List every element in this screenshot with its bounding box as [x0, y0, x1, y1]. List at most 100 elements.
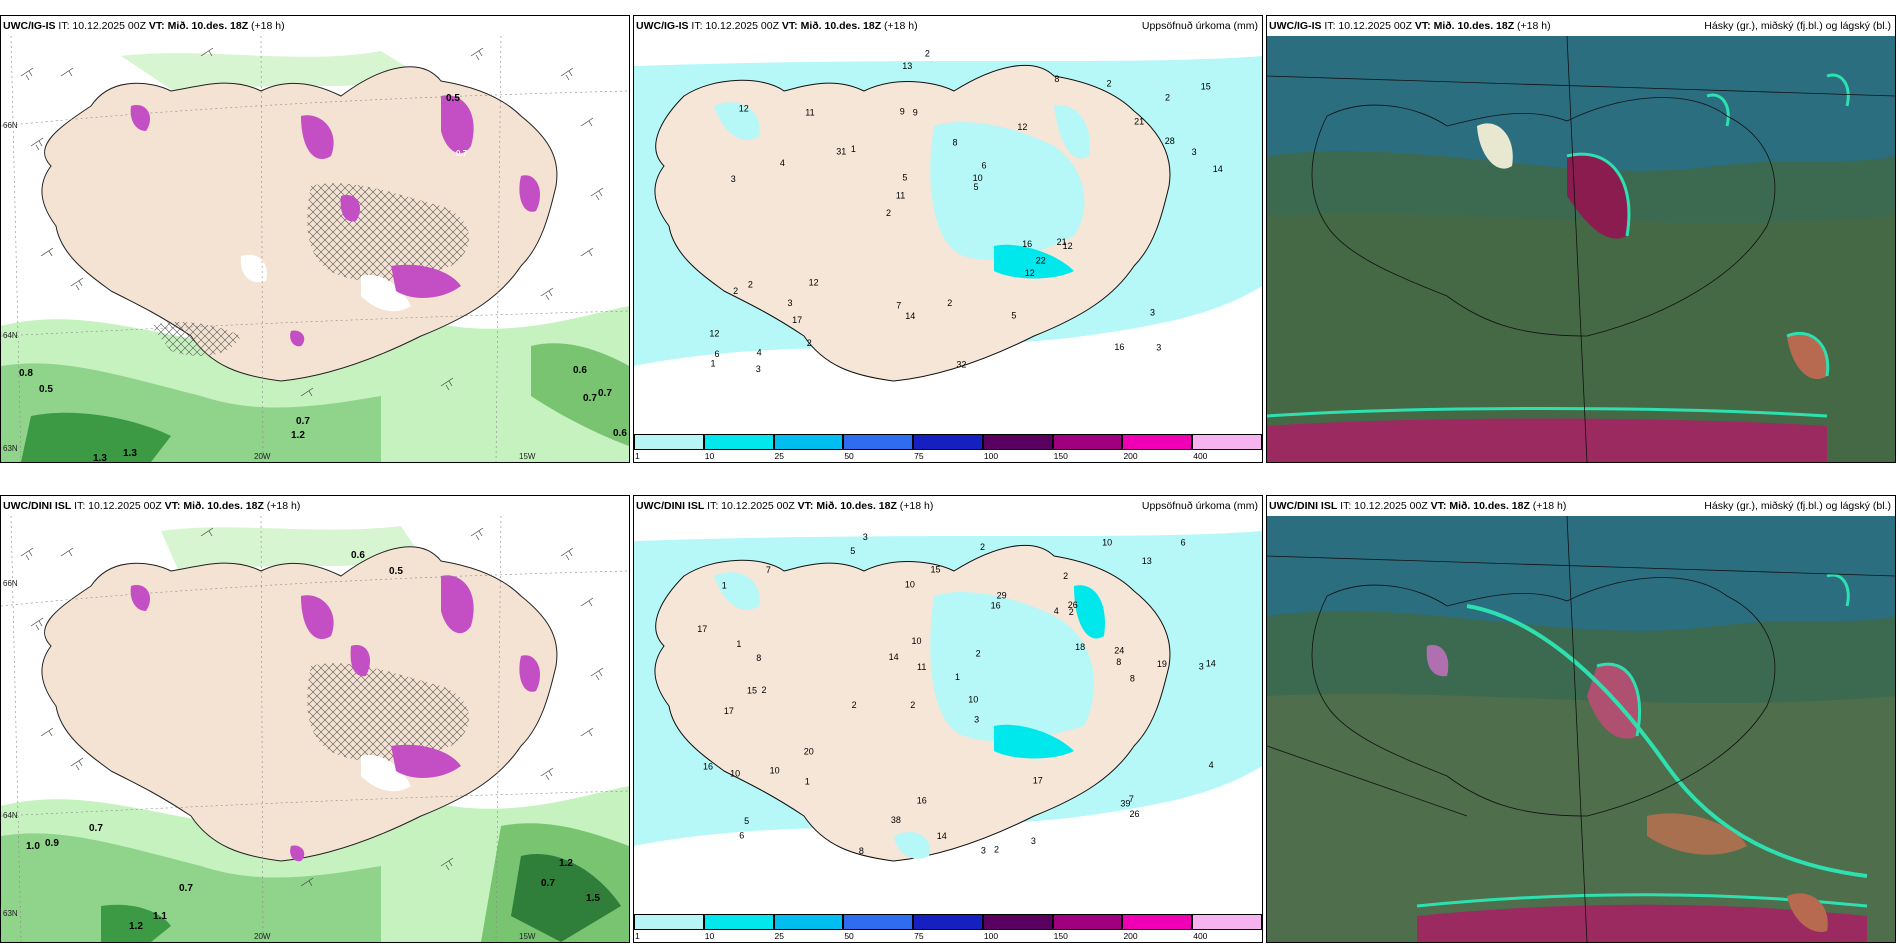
valid-time: VT: Mið. 10.des. 18Z: [164, 500, 264, 512]
colorbar-segment: [703, 434, 774, 450]
precip-values: 3322124982112179612121314162811751181216…: [709, 49, 1222, 374]
colorbar-tick-label: 75: [914, 931, 924, 941]
colorbar-tick-label: 25: [774, 931, 785, 941]
precip-value-label: 5: [1011, 310, 1016, 320]
panel-title: Uppsöfnuð úrkoma (mm): [1141, 20, 1258, 32]
precip-value-label: 5: [974, 182, 979, 192]
wind-map: 66N 64N 63N 20W 15W 0.8 0.5 1.3 1.3 0.6 …: [1, 36, 629, 462]
precip-value-label: 15: [1201, 81, 1211, 91]
lon-label: 15W: [519, 452, 536, 461]
colorbar-segment: [1052, 434, 1123, 450]
wind-panel-top: UWC/IG-IS IT: 10.12.2025 00Z VT: Mið. 10…: [0, 15, 630, 463]
precip-map: 3 2 3 2 3 2 1 4 17 16 1 6 5 2 3 2 16 10 18 20 8 15 14 19 16 1 11 8 7…: [634, 516, 1262, 912]
wind-panel-bottom: UWC/DINI ISL IT: 10.12.2025 00Z VT: Mið.…: [0, 495, 630, 943]
lon-label: 20W: [254, 932, 271, 941]
precip-value-label: 6: [982, 161, 987, 171]
value-label: 1.0: [26, 841, 40, 852]
precip-value-label: 22: [1036, 255, 1046, 265]
cloud-panel-top: UWC/IG-IS IT: 10.12.2025 00Z VT: Mið. 10…: [1266, 15, 1896, 463]
precip-value-label: 14: [937, 831, 947, 841]
panel-header: UWC/DINI ISL IT: 10.12.2025 00Z VT: Mið.…: [634, 496, 1262, 516]
precip-value-label: 2: [1107, 79, 1112, 89]
precip-value-label: 4: [1054, 606, 1059, 616]
panel-header: UWC/DINI ISL IT: 10.12.2025 00Z VT: Mið.…: [1267, 496, 1895, 516]
precip-value-label: 14: [1206, 659, 1216, 669]
precip-value-label: 16: [991, 600, 1001, 610]
value-label: 1.3: [93, 453, 107, 462]
precip-value-label: 10: [770, 766, 780, 776]
lat-label: 64N: [3, 331, 18, 340]
model-name: UWC/DINI ISL: [636, 500, 705, 512]
precip-value-label: 2: [807, 338, 812, 348]
precip-value-label: 2: [994, 844, 999, 854]
lead-time: (+18 h): [884, 20, 918, 32]
precip-value-label: 1: [722, 581, 727, 591]
wind-map: 66N 64N 63N 20W 15W 0.7 1.0 0.9 0.7 1.1 …: [1, 516, 629, 942]
init-time: IT: 10.12.2025 00Z: [58, 20, 146, 32]
colorbar-segment: [982, 434, 1053, 450]
colorbar-segment: [913, 434, 983, 450]
lat-label: 64N: [3, 811, 18, 820]
lead-time: (+18 h): [1517, 20, 1551, 32]
colorbar-tick-label: 25: [774, 451, 785, 461]
value-label: 0.5: [446, 93, 460, 104]
colorbar-segment: [843, 434, 914, 450]
colorbar-tick-label: 150: [1053, 451, 1068, 461]
value-label: 0.9: [45, 838, 59, 849]
valid-time: VT: Mið. 10.des. 18Z: [797, 500, 897, 512]
colorbar-tick-label: 1: [635, 451, 640, 461]
precip-value-label: 31: [836, 146, 846, 156]
colorbar-tick-label: 10: [704, 451, 715, 461]
precip-value-label: 14: [905, 311, 915, 321]
value-label: 1.5: [586, 893, 600, 904]
colorbar-tick-label: 75: [914, 451, 924, 461]
colorbar-segment: [773, 914, 844, 930]
precip-value-label: 16: [1022, 239, 1032, 249]
precip-value-label: 20: [804, 746, 814, 756]
precip-value-label: 17: [792, 315, 802, 325]
model-name: UWC/DINI ISL: [3, 500, 72, 512]
precip-value-label: 17: [724, 706, 734, 716]
precip-value-label: 17: [697, 624, 707, 634]
value-label: 0.7: [89, 823, 103, 834]
panel-title: Uppsöfnuð úrkoma (mm): [1141, 500, 1258, 512]
colorbar-segment: [1192, 434, 1262, 450]
value-label: 0.6: [351, 550, 365, 561]
colorbar-tick-label: 100: [983, 931, 999, 941]
panel-header: UWC/IG-IS IT: 10.12.2025 00Z VT: Mið. 10…: [1, 16, 629, 36]
colorbar-segment: [703, 914, 774, 930]
precip-value-label: 6: [739, 831, 744, 841]
precip-value-label: 28: [1165, 136, 1175, 146]
precip-value-label: 7: [766, 565, 771, 575]
precip-value-label: 38: [891, 815, 901, 825]
model-name: UWC/IG-IS: [1269, 20, 1322, 32]
value-label: 0.5: [389, 566, 403, 577]
panel-header: UWC/IG-IS IT: 10.12.2025 00Z VT: Mið. 10…: [1267, 16, 1895, 36]
precip-value-label: 18: [1075, 642, 1085, 652]
value-label: 1.3: [123, 448, 137, 459]
precip-value-label: 9: [900, 106, 905, 116]
precip-value-label: 13: [1142, 556, 1152, 566]
value-label: 0.6: [613, 428, 627, 439]
precip-value-label: 11: [805, 108, 814, 118]
colorbar-segment: [634, 914, 704, 930]
precip-value-label: 29: [997, 591, 1007, 601]
precip-value-label: 11: [896, 191, 905, 201]
cloud-map: [1267, 36, 1895, 462]
lat-label: 66N: [3, 121, 18, 130]
valid-time: VT: Mið. 10.des. 18Z: [148, 20, 249, 32]
precip-value-label: 6: [715, 349, 720, 359]
colorbar-tick-label: 50: [844, 451, 854, 461]
precip-value-label: 5: [744, 816, 749, 826]
lat-label: 66N: [3, 579, 18, 588]
lon-label: 20W: [254, 452, 271, 461]
precip-value-label: 24: [1114, 645, 1124, 655]
precip-value-label: 1: [711, 359, 716, 369]
precip-value-label: 21: [1134, 117, 1144, 127]
precip-value-label: 2: [748, 279, 753, 289]
precip-value-label: 19: [1157, 659, 1167, 669]
value-label: 0.7: [583, 393, 597, 404]
precip-value-label: 4: [780, 158, 785, 168]
panel-title: Hásky (gr.), miðský (fj.bl.) og lágský (…: [1704, 500, 1891, 512]
colorbar-segment: [913, 914, 983, 930]
